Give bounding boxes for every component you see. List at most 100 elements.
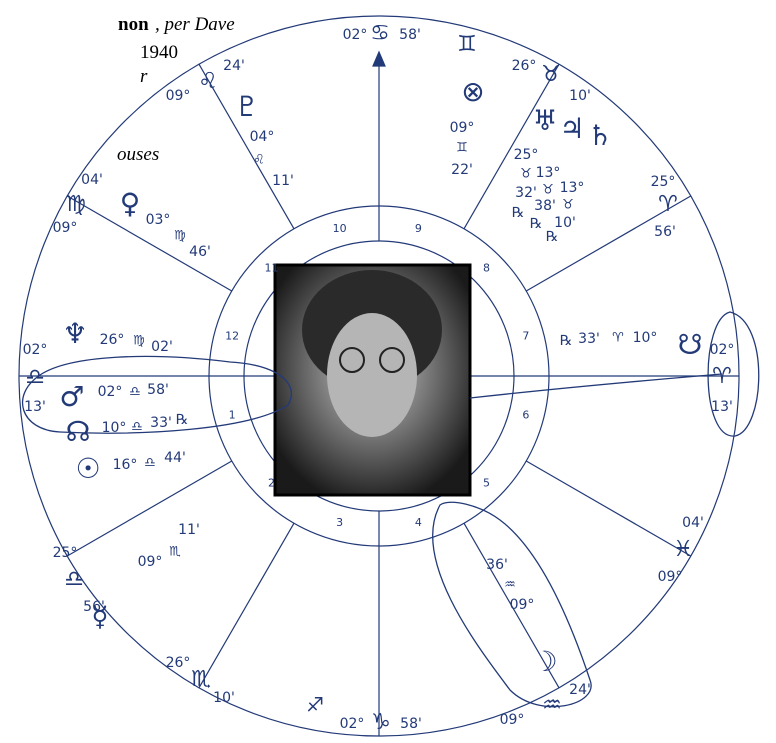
cusp-minute: 10' xyxy=(213,690,235,706)
planet-degree: 09° xyxy=(510,597,535,613)
planet-glyph: ♂ xyxy=(59,380,84,413)
cusp-sign: ♌ xyxy=(198,69,218,94)
house-number: 5 xyxy=(483,476,490,489)
planet-minute: 22' xyxy=(451,162,473,178)
planet-sign: ♊ xyxy=(456,141,468,156)
planet-degree: 25° xyxy=(514,147,539,163)
planet-sign: ♎ xyxy=(129,385,141,400)
house-number: 4 xyxy=(415,516,422,529)
planet-glyph: ☊ xyxy=(66,415,91,448)
planet-glyph: ☽ xyxy=(532,645,557,678)
planet-degree: 13° xyxy=(536,165,561,181)
cusp-degree: 09° xyxy=(500,712,525,728)
house-number: 1 xyxy=(229,408,236,421)
planet-minute: 02' xyxy=(151,339,173,355)
planet-degree: 09° xyxy=(450,120,475,136)
planet-degree: 10° xyxy=(102,420,127,436)
cusp-sign: ♈ xyxy=(712,364,732,389)
header-name: non xyxy=(118,14,149,35)
planet-degree: 09° xyxy=(138,554,163,570)
intercepted-sign: ♊ xyxy=(457,32,477,57)
cusp-line xyxy=(199,523,294,688)
planet-sign: ♉ xyxy=(562,198,574,213)
house-number: 11 xyxy=(265,262,279,275)
house-number: 12 xyxy=(225,330,239,343)
planet-sign: ♒ xyxy=(504,578,516,593)
planet-sign: ♍ xyxy=(133,334,145,349)
planet-glyph: ♇ xyxy=(234,90,259,123)
cusp-degree: 26° xyxy=(166,655,191,671)
planet-degree: 16° xyxy=(113,457,138,473)
cusp-sign: ♏ xyxy=(191,667,211,692)
house-number: 8 xyxy=(483,262,490,275)
planet-minute: 33' xyxy=(150,415,172,431)
cusp-sign: ♎ xyxy=(25,365,45,390)
planet-glyph: ♅ xyxy=(532,104,557,137)
cusp-degree: 02° xyxy=(343,27,368,43)
cusp-degree: 26° xyxy=(512,58,537,74)
cusp-sign: ♓ xyxy=(673,537,693,562)
planet-minute: 46' xyxy=(189,244,211,260)
cusp-minute: 56' xyxy=(654,224,676,240)
planet-sign: ♍ xyxy=(174,229,186,244)
cusp-sign: ♑ xyxy=(371,710,391,735)
retrograde: ℞ xyxy=(560,333,573,349)
retrograde: ℞ xyxy=(512,205,525,221)
planet-sign: ♏ xyxy=(169,545,181,560)
house-number: 6 xyxy=(522,408,529,421)
planet-minute: 38' xyxy=(534,198,556,214)
cusp-minute: 24' xyxy=(569,682,591,698)
cusp-degree: 02° xyxy=(340,716,365,732)
intercepted-sign: ♐ xyxy=(306,693,324,717)
cusp-line xyxy=(526,461,691,556)
planet-minute: 33' xyxy=(578,331,600,347)
planet-sign: ♉ xyxy=(520,167,532,182)
planet-minute: 58' xyxy=(147,382,169,398)
planet-sign: ♌ xyxy=(253,153,265,168)
cusp-degree: 09° xyxy=(658,569,683,585)
cusp-degree: 09° xyxy=(166,88,191,104)
planet-minute: 44' xyxy=(164,450,186,466)
planet-glyph: ♄ xyxy=(587,119,612,152)
retrograde: ℞ xyxy=(546,229,559,245)
header-year: 1940 xyxy=(140,42,178,63)
planet-sign: ♎ xyxy=(131,420,143,435)
planet-minute: 11' xyxy=(272,173,294,189)
house-number: 10 xyxy=(333,222,347,235)
cusp-minute: 58' xyxy=(399,27,421,43)
header-line: r xyxy=(140,66,148,87)
cusp-minute: 04' xyxy=(81,172,103,188)
cusp-minute: 58' xyxy=(400,716,422,732)
header-source: , per Dave xyxy=(155,14,235,35)
cusp-degree: 02° xyxy=(23,342,48,358)
planet-degree: 02° xyxy=(98,384,123,400)
cusp-minute: 13' xyxy=(24,399,46,415)
retrograde: ℞ xyxy=(176,412,189,428)
cusp-degree: 25° xyxy=(53,545,78,561)
planet-glyph: ⊗ xyxy=(461,75,484,108)
planet-glyph: ☉ xyxy=(75,452,100,485)
planet-sign: ♎ xyxy=(144,456,156,471)
cusp-minute: 13' xyxy=(711,399,733,415)
cusp-sign: ♈ xyxy=(658,192,678,217)
planet-glyph: ☋ xyxy=(678,328,703,361)
planet-degree: 10° xyxy=(633,330,658,346)
planet-degree: 26° xyxy=(100,332,125,348)
house-number: 9 xyxy=(415,222,422,235)
planet-sign: ♉ xyxy=(542,183,554,198)
cusp-sign: ♎ xyxy=(64,567,84,592)
planet-degree: 13° xyxy=(560,180,585,196)
planet-glyph: ♀ xyxy=(120,187,141,220)
cusp-sign: ♋ xyxy=(370,21,390,46)
photo xyxy=(275,265,470,495)
cusp-degree: 09° xyxy=(53,220,78,236)
cusp-minute: 04' xyxy=(682,515,704,531)
planet-degree: 04° xyxy=(250,129,275,145)
house-number: 3 xyxy=(336,516,343,529)
natal-chart: non , per Dave 1940 r ouses 02°♋58'26°♉1… xyxy=(0,0,776,743)
cusp-sign: ♒ xyxy=(542,693,562,718)
cusp-degree: 25° xyxy=(651,174,676,190)
cusp-degree: 02° xyxy=(710,342,735,358)
planet-glyph: ☿ xyxy=(91,600,108,633)
planet-glyph: ♆ xyxy=(62,317,87,350)
